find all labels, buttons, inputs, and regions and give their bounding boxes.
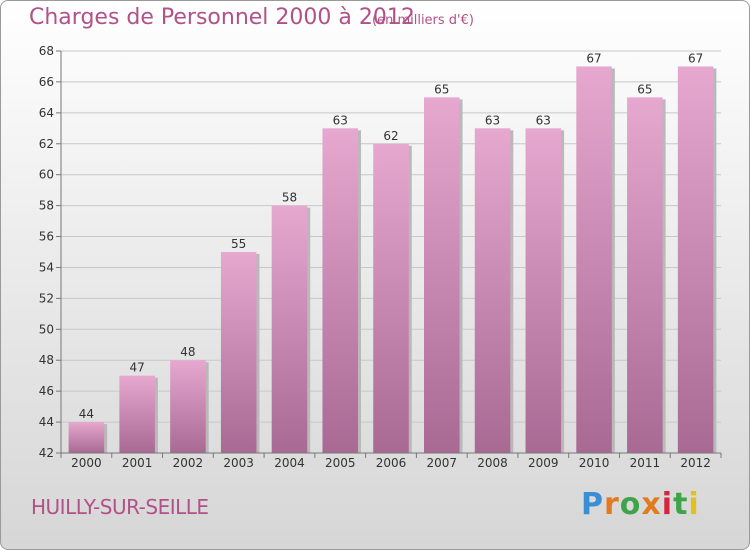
logo-letter: x: [641, 487, 662, 522]
data-label: 63: [536, 113, 551, 127]
logo-letter: t: [673, 487, 689, 522]
y-tick-label: 54: [39, 260, 54, 274]
x-tick-label: 2002: [173, 456, 204, 470]
y-tick-label: 50: [39, 322, 54, 336]
y-tick-label: 42: [39, 446, 54, 460]
axes: 42 44 46 48 50 52 54 56 58 60 62 64 66 68 2000 2001 2002…: [39, 44, 722, 470]
x-tick-label: 2012: [680, 456, 711, 470]
x-tick-label: 2003: [223, 456, 254, 470]
logo-letter: i: [661, 487, 674, 522]
data-label: 44: [79, 407, 94, 421]
data-label: 55: [231, 237, 246, 251]
x-tick-label: 2006: [376, 456, 407, 470]
y-tick-label: 60: [39, 168, 54, 182]
x-tick-label: 2009: [528, 456, 559, 470]
data-label: 63: [333, 113, 348, 127]
y-tick-label: 46: [39, 384, 54, 398]
bar: [627, 97, 663, 453]
y-tick-label: 64: [39, 106, 54, 120]
y-tick-label: 52: [39, 291, 54, 305]
bar: [474, 128, 511, 454]
bar: [677, 66, 714, 453]
bar: [68, 422, 105, 453]
y-tick-label: 62: [39, 137, 54, 151]
y-tick-label: 66: [39, 75, 54, 89]
x-tick-label: 2010: [579, 456, 610, 470]
y-tick-label: 56: [39, 230, 54, 244]
x-tick-label: 2008: [477, 456, 508, 470]
bar: [271, 205, 308, 453]
logo-letter: r: [604, 487, 620, 522]
commune-name: HUILLY-SUR-SEILLE: [31, 495, 209, 519]
data-label: 48: [180, 345, 195, 359]
y-tick-label: 48: [39, 353, 54, 367]
y-tick-label: 44: [39, 415, 54, 429]
data-labels: 44 47 48 55 58 63 62 65 63 63 67 65 67: [79, 51, 704, 421]
bar: [220, 252, 257, 453]
bar: [576, 66, 612, 453]
data-label: 65: [434, 82, 449, 96]
data-label: 58: [282, 191, 297, 205]
bar: [170, 360, 206, 453]
bar: [373, 143, 409, 453]
x-tick-label: 2004: [274, 456, 305, 470]
chart-unit: (en milliers d'€): [372, 13, 474, 28]
x-tick-label: 2000: [71, 456, 102, 470]
x-tick-label: 2001: [122, 456, 153, 470]
data-label: 67: [688, 51, 703, 65]
x-tick-label: 2005: [325, 456, 356, 470]
bar: [424, 97, 460, 453]
data-label: 63: [485, 113, 500, 127]
x-tick-label: 2011: [630, 456, 661, 470]
logo-letter: P: [581, 487, 604, 522]
proxiti-logo: Proxiti: [581, 487, 700, 522]
data-label: 67: [586, 51, 601, 65]
data-label: 62: [383, 129, 398, 143]
data-label: 47: [130, 361, 145, 375]
logo-letter: o: [619, 487, 642, 522]
bar: [525, 128, 562, 454]
bar: [119, 375, 155, 453]
bars: [68, 66, 717, 454]
y-tick-label: 58: [39, 199, 54, 213]
bar: [322, 128, 358, 454]
chart-title: Charges de Personnel 2000 à 2012: [29, 5, 415, 30]
y-tick-label: 68: [39, 44, 54, 58]
data-label: 65: [637, 82, 652, 96]
logo-letter: i: [688, 487, 700, 522]
x-tick-label: 2007: [426, 456, 457, 470]
